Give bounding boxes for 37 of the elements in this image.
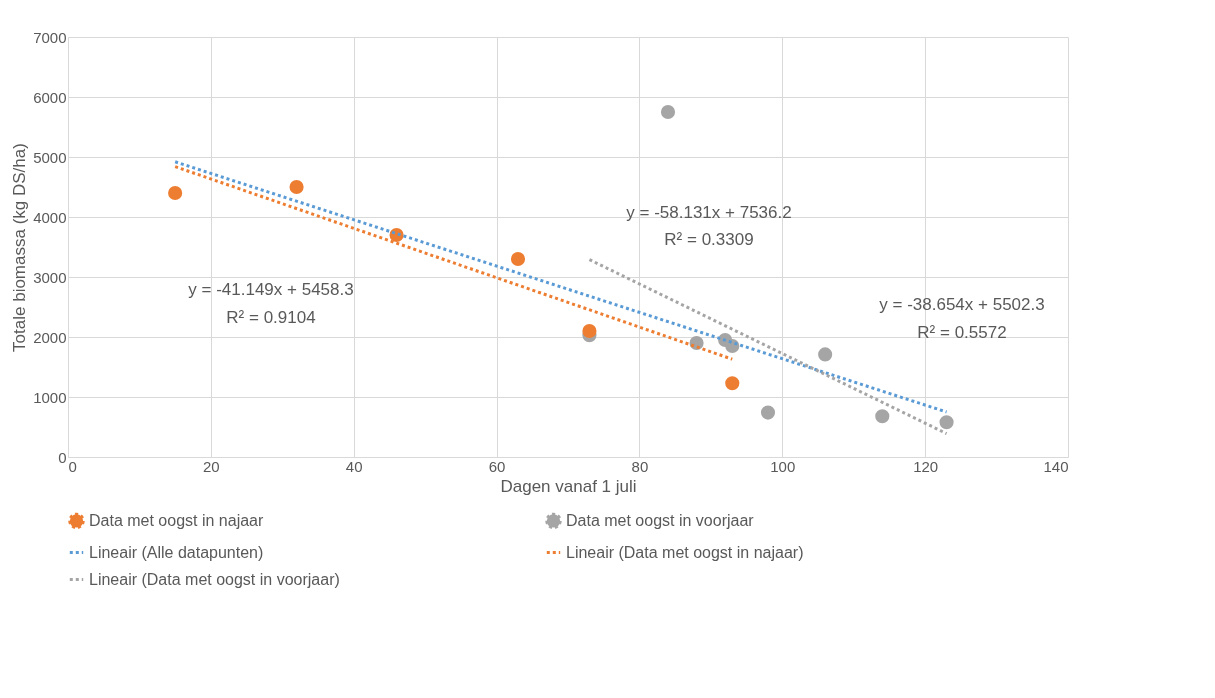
x-tick-label: 60 <box>488 457 506 475</box>
x-tick-label: 140 <box>1043 457 1069 475</box>
point <box>818 347 833 362</box>
point <box>510 251 526 267</box>
y-axis-title: Totale biomassa (kg DS/ha) <box>10 143 30 352</box>
y-tick-label: 6000 <box>33 88 67 106</box>
legend-label: Data met oogst in najaar <box>89 511 264 529</box>
x-tick-label: 80 <box>631 457 649 475</box>
x-axis-title: Dagen vanaf 1 juli <box>500 476 637 496</box>
x-tick-label: 20 <box>203 457 220 475</box>
point <box>660 104 676 120</box>
y-tick-label: 2000 <box>33 328 67 346</box>
annotation: y = -41.149x + 5458.3 <box>188 280 354 299</box>
point <box>289 179 304 195</box>
legend-label: Lineair (Data met oogst in voorjaar) <box>89 570 340 588</box>
annotation: y = -58.131x + 7536.2 <box>626 203 792 222</box>
point <box>939 415 954 430</box>
legend-label: Data met oogst in voorjaar <box>566 511 755 529</box>
point <box>760 405 776 420</box>
annotation: R² = 0.9104 <box>226 308 316 327</box>
point <box>725 376 740 391</box>
x-tick-label: 40 <box>345 457 363 475</box>
point <box>168 185 183 201</box>
y-tick-label: 3000 <box>33 268 67 286</box>
annotation: y = -38.654x + 5502.3 <box>879 295 1045 314</box>
x-tick-label: 100 <box>770 457 796 475</box>
annotation: R² = 0.3309 <box>664 230 754 249</box>
legend-label: Lineair (Alle datapunten) <box>89 543 264 561</box>
annotation: R² = 0.5572 <box>917 323 1007 342</box>
legend-label: Lineair (Data met oogst in najaar) <box>566 543 804 561</box>
y-tick-label: 4000 <box>33 208 67 226</box>
y-tick-label: 1000 <box>33 388 67 406</box>
y-tick-label: 7000 <box>33 28 67 46</box>
x-tick-label: 120 <box>913 457 939 475</box>
point <box>582 323 597 339</box>
point <box>875 409 890 424</box>
y-tick-label: 5000 <box>33 148 67 166</box>
